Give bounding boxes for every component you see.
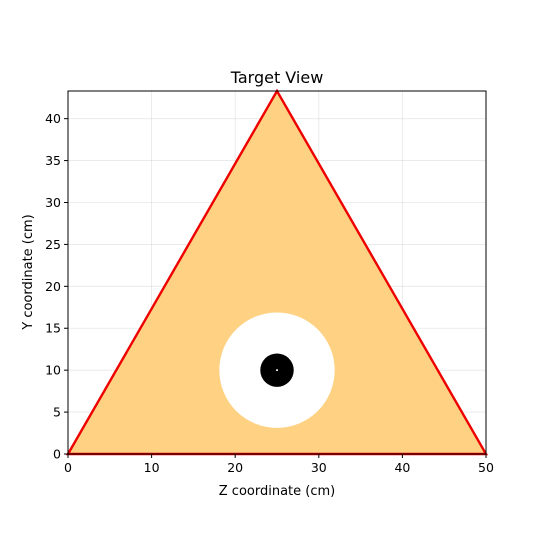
x-tick-label: 30 bbox=[311, 460, 327, 475]
x-axis-label: Z coordinate (cm) bbox=[219, 484, 335, 499]
x-tick-label: 10 bbox=[144, 460, 160, 475]
plot-layer bbox=[65, 88, 489, 456]
tick-layer: 0 10 20 30 40 50 0 5 10 15 20 25 30 35 40 bbox=[45, 111, 494, 475]
plot-frame bbox=[67, 90, 487, 455]
y-tick-label: 40 bbox=[45, 111, 61, 126]
y-tick-label: 5 bbox=[53, 405, 61, 420]
chart-title: Target View bbox=[230, 68, 324, 87]
triangle-fill bbox=[68, 91, 486, 454]
y-tick-label: 15 bbox=[45, 321, 61, 336]
y-tick-label: 20 bbox=[45, 279, 61, 294]
center-marker bbox=[276, 369, 278, 372]
y-axis-label: Y coordinate (cm) bbox=[21, 214, 36, 331]
x-tick-label: 40 bbox=[394, 460, 410, 475]
y-tick-label: 25 bbox=[45, 237, 61, 252]
x-tick-label: 50 bbox=[478, 460, 494, 475]
y-tick-label: 30 bbox=[45, 195, 61, 210]
x-tick-label: 20 bbox=[227, 460, 243, 475]
y-tick-label: 0 bbox=[53, 447, 61, 462]
y-tick-label: 10 bbox=[45, 363, 61, 378]
x-tick-label: 0 bbox=[64, 460, 72, 475]
y-tick-label: 35 bbox=[45, 153, 61, 168]
